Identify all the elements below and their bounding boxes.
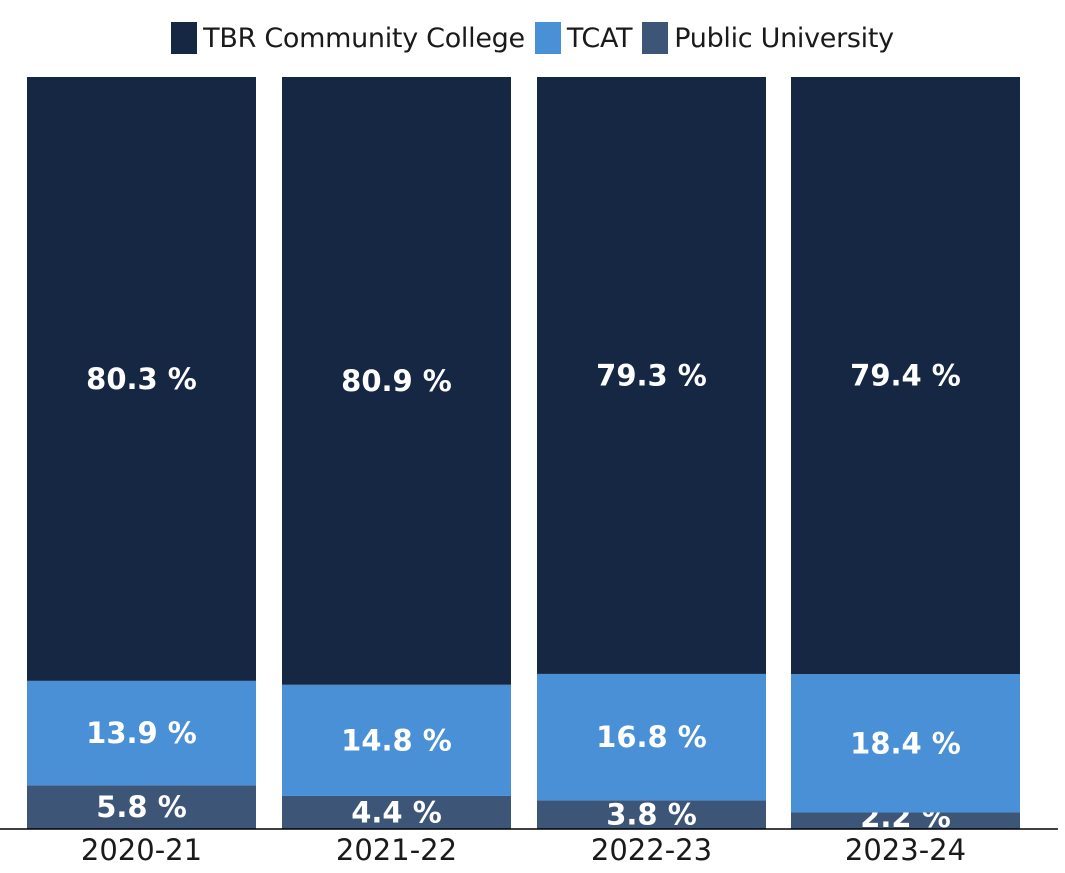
data-label-tbr-2020-21: 80.3 %: [86, 362, 197, 396]
x-tick-label-2021-22: 2021-22: [336, 833, 457, 867]
x-tick-label-2020-21: 2020-21: [81, 833, 202, 867]
data-label-tcat-2023-24: 18.4 %: [850, 726, 961, 760]
legend-label-tcat: TCAT: [566, 22, 633, 54]
bar-segment-public-university-2021-22[interactable]: [282, 795, 511, 829]
bar-segment-tbr-2022-23[interactable]: [537, 77, 766, 674]
bar-segment-tbr-2020-21[interactable]: [27, 77, 256, 681]
data-label-tcat-2021-22: 14.8 %: [341, 723, 452, 757]
data-label-tbr-2023-24: 79.4 %: [850, 359, 961, 393]
x-tick-label-2023-24: 2023-24: [845, 833, 966, 867]
x-tick-label-2022-23: 2022-23: [591, 833, 712, 867]
legend-swatch-tbr: [171, 22, 198, 54]
bars-group: 5.8 % 13.9 % 80.3 % 4.4 % 14.8 % 80.9 % 3.8 % 1…: [27, 77, 1020, 834]
data-label-public-university-2020-21: 5.8 %: [96, 790, 187, 824]
data-label-tbr-2021-22: 80.9 %: [341, 364, 452, 398]
data-label-tcat-2022-23: 16.8 %: [596, 720, 707, 754]
data-label-tcat-2020-21: 13.9 %: [86, 716, 197, 750]
data-label-tbr-2022-23: 79.3 %: [596, 358, 707, 392]
data-label-public-university-2021-22: 4.4 %: [351, 795, 442, 829]
bar-segment-tcat-2020-21[interactable]: [27, 680, 256, 786]
legend-item-public-university[interactable]: Public University: [642, 22, 894, 54]
bar-segment-tcat-2022-23[interactable]: [537, 673, 766, 801]
legend-label-tbr: TBR Community College: [203, 22, 525, 54]
legend: TBR Community College TCAT Public Univer…: [0, 18, 1065, 58]
bar-segment-public-university-2022-23[interactable]: [537, 800, 766, 829]
bar-segment-tcat-2023-24[interactable]: [791, 674, 1020, 813]
x-tick-labels: 2020-21 2021-22 2022-23 2023-24: [81, 833, 966, 867]
legend-label-public-university: Public University: [674, 22, 894, 54]
bar-segment-tcat-2021-22[interactable]: [282, 684, 511, 796]
bar-segment-public-university-2020-21[interactable]: [27, 785, 256, 829]
bar-segment-tbr-2023-24[interactable]: [791, 77, 1020, 675]
legend-swatch-tcat: [534, 22, 561, 54]
legend-swatch-public-university: [642, 22, 669, 54]
legend-item-tbr[interactable]: TBR Community College: [171, 22, 525, 54]
data-label-public-university-2022-23: 3.8 %: [606, 798, 697, 832]
bar-segment-tbr-2021-22[interactable]: [282, 77, 511, 685]
bar-segment-public-university-2023-24[interactable]: [791, 812, 1020, 829]
legend-item-tcat[interactable]: TCAT: [534, 22, 633, 54]
